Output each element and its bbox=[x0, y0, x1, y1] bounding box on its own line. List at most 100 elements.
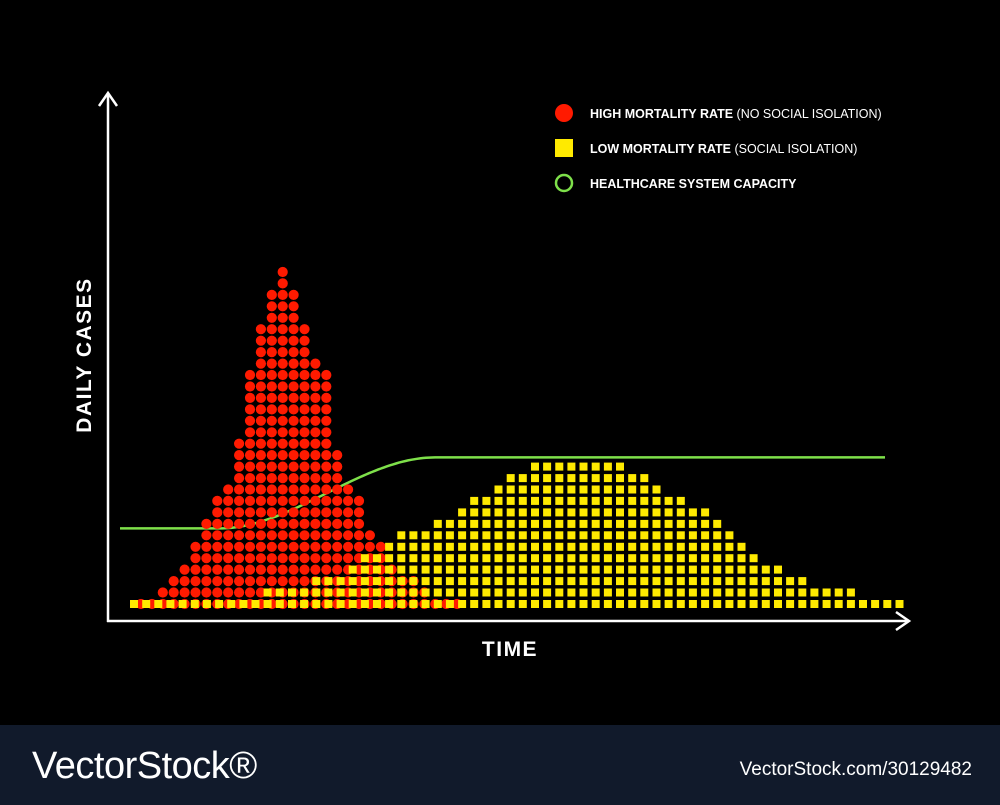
low-mortality-square bbox=[397, 600, 406, 608]
low-mortality-square bbox=[798, 577, 807, 586]
high-mortality-dot bbox=[277, 369, 288, 381]
low-mortality-square bbox=[445, 542, 454, 551]
low-mortality-square bbox=[591, 462, 600, 471]
high-mortality-dot bbox=[288, 358, 299, 369]
low-mortality-square bbox=[640, 600, 649, 608]
low-mortality-square bbox=[676, 588, 685, 597]
high-mortality-dot bbox=[244, 564, 256, 575]
high-mortality-series bbox=[135, 266, 463, 610]
low-mortality-square bbox=[202, 600, 211, 608]
low-mortality-square bbox=[385, 577, 394, 586]
low-mortality-square bbox=[603, 531, 612, 540]
low-mortality-square bbox=[749, 577, 758, 586]
high-mortality-dot bbox=[266, 324, 277, 335]
low-mortality-square bbox=[701, 565, 710, 574]
low-mortality-square bbox=[506, 519, 515, 528]
low-mortality-square bbox=[531, 542, 539, 551]
low-mortality-square bbox=[688, 554, 697, 563]
low-mortality-square bbox=[518, 542, 527, 551]
high-mortality-dot bbox=[277, 507, 288, 518]
low-mortality-square bbox=[664, 554, 673, 563]
low-mortality-square bbox=[749, 565, 758, 574]
low-mortality-square bbox=[774, 588, 782, 597]
low-mortality-square bbox=[616, 600, 624, 608]
high-mortality-dot bbox=[223, 530, 234, 541]
high-mortality-dot bbox=[201, 518, 212, 530]
low-mortality-square bbox=[567, 485, 576, 494]
high-mortality-dot bbox=[321, 553, 332, 564]
high-mortality-dot bbox=[255, 369, 266, 381]
high-mortality-dot bbox=[255, 576, 266, 587]
high-mortality-dot bbox=[223, 576, 234, 587]
high-mortality-dot bbox=[343, 495, 354, 506]
high-mortality-dot bbox=[288, 450, 299, 461]
low-mortality-square bbox=[458, 554, 467, 563]
low-mortality-square bbox=[409, 577, 418, 586]
low-mortality-square bbox=[263, 588, 272, 597]
low-mortality-square bbox=[579, 462, 588, 471]
high-mortality-dot bbox=[201, 587, 212, 598]
low-mortality-square bbox=[385, 600, 394, 608]
high-mortality-dot bbox=[266, 358, 277, 369]
low-mortality-square bbox=[518, 519, 527, 528]
low-mortality-square bbox=[397, 577, 406, 586]
low-mortality-square bbox=[652, 577, 661, 586]
high-mortality-dot bbox=[310, 530, 321, 541]
low-mortality-square bbox=[688, 531, 697, 540]
low-mortality-square bbox=[591, 565, 600, 574]
low-mortality-square bbox=[652, 542, 661, 551]
low-mortality-square bbox=[543, 508, 552, 517]
low-mortality-square bbox=[749, 600, 758, 608]
x-axis bbox=[107, 610, 912, 632]
high-mortality-dot bbox=[234, 507, 245, 518]
low-mortality-square bbox=[591, 600, 600, 608]
low-mortality-square bbox=[433, 542, 442, 551]
low-mortality-square bbox=[470, 577, 479, 586]
brand-logo: VectorStock® bbox=[32, 745, 257, 787]
low-mortality-square bbox=[506, 565, 515, 574]
high-mortality-dot bbox=[277, 381, 288, 392]
high-mortality-dot bbox=[212, 530, 223, 541]
high-mortality-dot bbox=[244, 461, 256, 472]
low-mortality-square bbox=[688, 600, 697, 608]
high-mortality-dot bbox=[288, 461, 299, 472]
low-mortality-square bbox=[713, 519, 722, 528]
high-mortality-dot bbox=[288, 484, 299, 495]
low-mortality-square bbox=[737, 588, 746, 597]
low-mortality-square bbox=[518, 577, 527, 586]
low-mortality-square bbox=[591, 508, 600, 517]
low-mortality-square bbox=[482, 565, 491, 574]
high-mortality-dot bbox=[168, 587, 179, 598]
high-mortality-dot bbox=[255, 530, 266, 541]
low-mortality-square bbox=[822, 588, 831, 597]
low-mortality-square bbox=[178, 600, 187, 608]
low-mortality-square bbox=[494, 554, 503, 563]
low-mortality-square bbox=[433, 554, 442, 563]
high-mortality-dot bbox=[321, 461, 332, 472]
high-mortality-dot bbox=[299, 541, 310, 552]
high-mortality-dot bbox=[244, 553, 256, 564]
high-mortality-dot bbox=[212, 576, 223, 587]
low-mortality-square bbox=[531, 554, 539, 563]
low-mortality-square bbox=[506, 496, 515, 505]
low-mortality-square bbox=[652, 554, 661, 563]
high-mortality-dot bbox=[255, 507, 266, 518]
high-mortality-dot bbox=[255, 335, 266, 346]
low-mortality-square bbox=[531, 462, 539, 471]
low-mortality-square bbox=[360, 577, 369, 586]
low-mortality-square bbox=[603, 577, 612, 586]
low-mortality-square bbox=[749, 588, 758, 597]
low-mortality-square bbox=[664, 565, 673, 574]
high-mortality-dot bbox=[266, 347, 277, 358]
low-mortality-square bbox=[871, 600, 880, 608]
low-mortality-square bbox=[409, 542, 418, 551]
high-mortality-dot bbox=[255, 404, 266, 415]
low-mortality-square bbox=[531, 496, 539, 505]
legend-item-high-mortality: HIGH MORTALITY RATE (NO SOCIAL ISOLATION… bbox=[590, 107, 882, 121]
low-mortality-square bbox=[725, 588, 734, 597]
high-mortality-dot bbox=[321, 495, 332, 506]
high-mortality-dot bbox=[277, 484, 288, 495]
high-mortality-dot bbox=[244, 518, 256, 530]
low-mortality-square bbox=[822, 600, 831, 608]
high-mortality-dot bbox=[244, 369, 256, 381]
